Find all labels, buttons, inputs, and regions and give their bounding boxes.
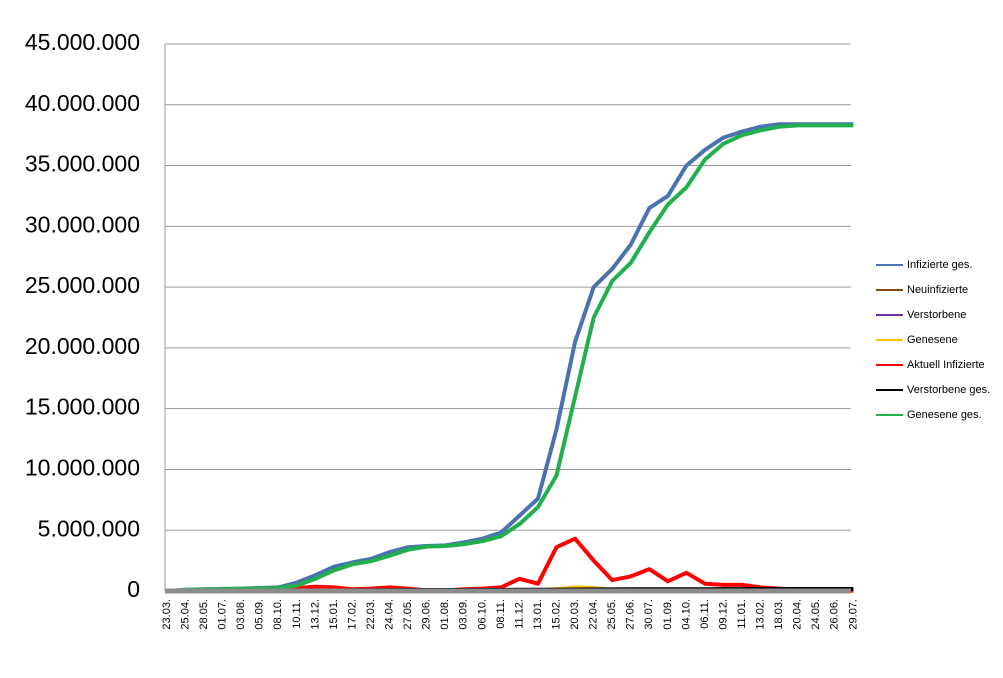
x-tick-label: 17.02. bbox=[346, 599, 358, 630]
x-tick-label: 26.06. bbox=[829, 599, 841, 630]
x-tick-label: 27.06. bbox=[625, 599, 637, 630]
x-tick-label: 15.01. bbox=[328, 599, 340, 630]
x-tick-label: 15.02. bbox=[550, 599, 562, 630]
x-tick-label: 10.11. bbox=[291, 599, 303, 629]
x-tick-label: 29.07. bbox=[847, 599, 859, 630]
x-tick-label: 18.03. bbox=[773, 599, 785, 630]
x-tick-label: 05.09. bbox=[254, 599, 266, 630]
legend-label: Verstorbene bbox=[907, 309, 966, 321]
series-line bbox=[166, 122, 854, 593]
legend-label: Neuinfizierte bbox=[907, 284, 968, 296]
y-tick-label: 5.000.000 bbox=[38, 515, 140, 541]
x-tick-label: 04.10. bbox=[680, 599, 692, 630]
y-tick-label: 40.000.000 bbox=[25, 90, 140, 116]
x-tick-label: 22.03. bbox=[365, 599, 377, 630]
x-tick-label: 11.12. bbox=[513, 599, 525, 629]
legend-label: Infizierte ges. bbox=[907, 259, 972, 271]
legend-label: Verstorbene ges. bbox=[907, 384, 990, 396]
y-tick-label: 35.000.000 bbox=[25, 151, 140, 177]
y-tick-label: 0 bbox=[127, 576, 140, 602]
y-tick-label: 20.000.000 bbox=[25, 333, 140, 359]
series-line bbox=[167, 536, 854, 593]
x-tick-label: 22.04. bbox=[588, 599, 600, 630]
series-line bbox=[166, 123, 854, 593]
x-tick-label: 30.07. bbox=[643, 599, 655, 630]
x-tick-label: 11.01. bbox=[736, 599, 748, 629]
x-tick-label: 01.09. bbox=[662, 599, 674, 630]
x-tick-label: 25.05. bbox=[606, 599, 618, 630]
x-tick-label: 25.04. bbox=[179, 599, 191, 630]
x-tick-label: 03.08. bbox=[235, 599, 247, 630]
x-tick-label: 08.11. bbox=[495, 599, 507, 629]
x-tick-label: 23.03. bbox=[161, 599, 173, 630]
x-tick-label: 13.01. bbox=[532, 599, 544, 630]
x-tick-label: 09.12. bbox=[717, 599, 729, 630]
x-tick-label: 13.12. bbox=[309, 599, 321, 630]
x-tick-label: 24.04. bbox=[384, 599, 396, 630]
x-tick-label: 13.02. bbox=[755, 599, 767, 630]
x-tick-label: 20.04. bbox=[792, 599, 804, 630]
x-tick-label: 01.08. bbox=[439, 599, 451, 630]
legend-label: Aktuell Infizierte bbox=[907, 359, 985, 371]
legend-label: Genesene ges. bbox=[907, 409, 982, 421]
x-tick-label: 03.09. bbox=[458, 599, 470, 630]
y-tick-label: 15.000.000 bbox=[25, 394, 140, 420]
x-tick-label: 20.03. bbox=[569, 599, 581, 630]
x-tick-label: 27.05. bbox=[402, 599, 414, 630]
x-tick-label: 06.11. bbox=[699, 599, 711, 629]
y-tick-label: 10.000.000 bbox=[25, 455, 140, 481]
x-tick-label: 29.06. bbox=[421, 599, 433, 630]
x-tick-label: 01.07. bbox=[217, 599, 229, 630]
x-tick-label: 28.05. bbox=[198, 599, 210, 630]
x-tick-label: 08.10. bbox=[272, 599, 284, 630]
x-tick-label: 24.05. bbox=[810, 599, 822, 630]
x-tick-label: 06.10. bbox=[476, 599, 488, 630]
y-tick-label: 45.000.000 bbox=[25, 29, 140, 55]
legend-label: Genesene bbox=[907, 334, 958, 346]
y-tick-label: 30.000.000 bbox=[25, 211, 140, 237]
y-tick-label: 25.000.000 bbox=[25, 272, 140, 298]
